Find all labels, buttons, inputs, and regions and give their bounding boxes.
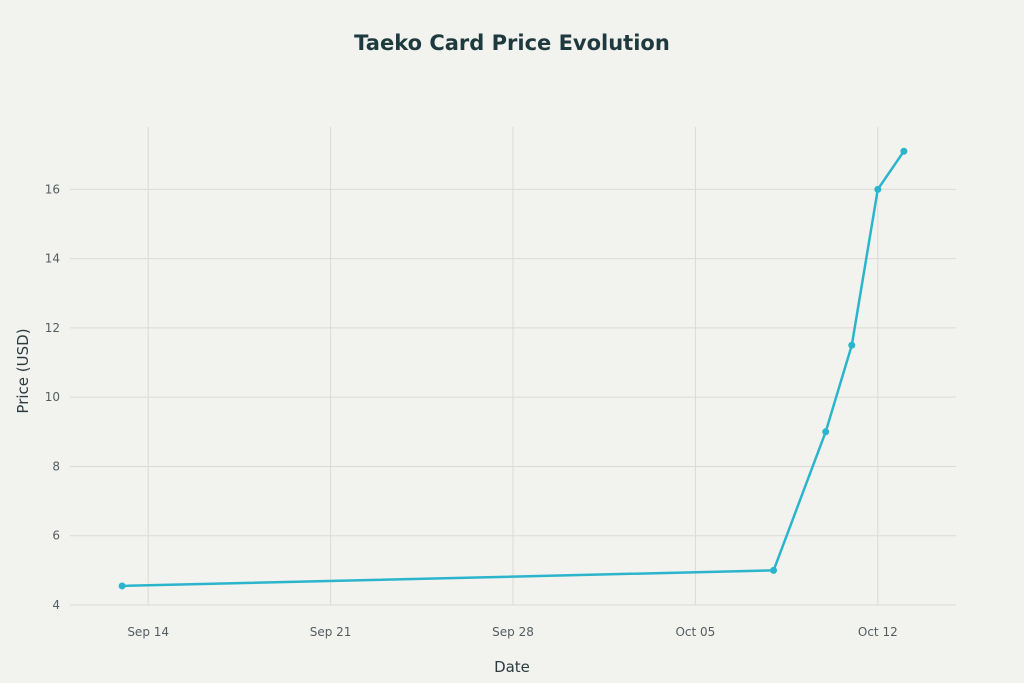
y-axis-ticks: 4 6 8 10 12 14 16 <box>45 182 60 612</box>
series-line <box>122 150 905 588</box>
data-point[interactable] <box>874 185 882 193</box>
chart-grid <box>70 127 956 606</box>
price-series <box>118 147 908 590</box>
data-point[interactable] <box>822 428 830 436</box>
y-tick-label: 10 <box>45 390 60 404</box>
y-tick-label: 12 <box>45 321 60 335</box>
y-tick-label: 16 <box>45 182 60 196</box>
x-tick-label: Sep 28 <box>492 625 534 639</box>
data-point[interactable] <box>848 341 856 349</box>
x-tick-label: Sep 14 <box>127 625 169 639</box>
data-point[interactable] <box>770 566 778 574</box>
y-tick-label: 8 <box>52 459 60 473</box>
y-axis-title: Price (USD) <box>14 328 32 413</box>
x-axis-ticks: Sep 14 Sep 21 Sep 28 Oct 05 Oct 12 <box>127 625 897 639</box>
chart-title: Taeko Card Price Evolution <box>354 31 670 55</box>
x-axis-title: Date <box>494 658 530 676</box>
y-tick-label: 14 <box>45 252 60 266</box>
x-tick-label: Oct 05 <box>675 625 715 639</box>
y-tick-label: 6 <box>52 529 60 543</box>
y-tick-label: 4 <box>52 598 60 612</box>
x-tick-label: Oct 12 <box>858 625 898 639</box>
x-tick-label: Sep 21 <box>310 625 352 639</box>
data-point[interactable] <box>118 582 126 590</box>
data-point[interactable] <box>900 147 908 155</box>
